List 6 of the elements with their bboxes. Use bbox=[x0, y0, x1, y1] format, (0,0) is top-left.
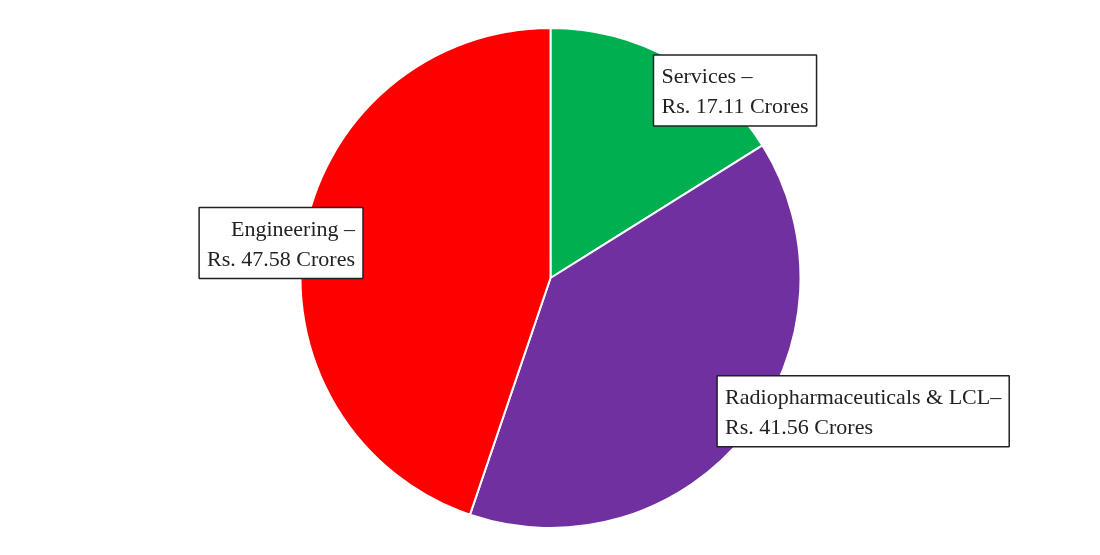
data-label: Rs. 41.56 Crores bbox=[725, 413, 873, 439]
slice-label: Radiopharmaceuticals & LCL– bbox=[725, 383, 1003, 409]
slice-label: Engineering – bbox=[230, 215, 356, 241]
data-label: Rs. 47.58 Crores bbox=[207, 245, 355, 271]
data-label: Rs. 17.11 Crores bbox=[661, 92, 809, 118]
slice-label: Services – bbox=[661, 62, 754, 88]
